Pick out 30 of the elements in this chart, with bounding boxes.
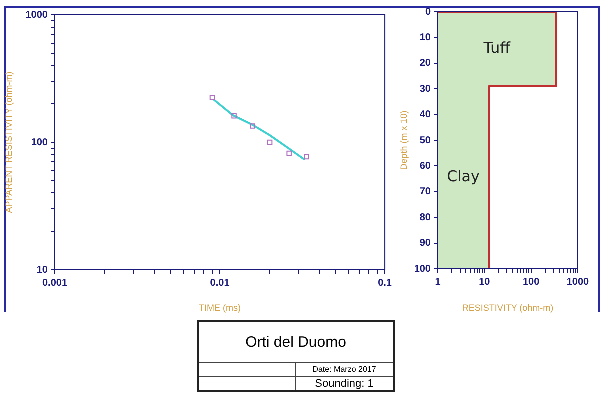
y-tick-label: 70 — [420, 186, 432, 198]
y-tick-label: 10 — [36, 264, 48, 276]
y-tick-label: 10 — [420, 32, 432, 44]
x-axis-title: TIME (ms) — [199, 303, 242, 314]
y-tick-label: 80 — [420, 212, 432, 224]
text: Orti del Duomo — [244, 332, 348, 352]
y-tick-label: 60 — [420, 160, 432, 172]
x-tick-label: 0.1 — [378, 278, 392, 289]
x-axis-title: RESISTIVITY (ohm-m) — [462, 303, 554, 314]
x-tick-label: 10 — [479, 276, 491, 288]
text: Date: Marzo 2017 — [296, 362, 393, 376]
y-tick-label: 100 — [31, 137, 48, 148]
y-axis-title: APPARENT RESISTIVITY (ohm-m) — [4, 72, 14, 214]
x-tick-label: 100 — [522, 276, 540, 288]
y-tick-label: 90 — [420, 238, 432, 250]
y-tick-label: 50 — [420, 135, 432, 146]
y-tick-label: 1000 — [26, 10, 48, 21]
x-tick-label: 0.001 — [42, 278, 68, 289]
y-tick-label: 20 — [420, 58, 432, 70]
x-tick-label: 1000 — [566, 276, 590, 288]
y-tick-label: 100 — [414, 264, 432, 275]
y-tick-label: 30 — [420, 84, 432, 95]
x-tick-label: 0.01 — [210, 278, 230, 289]
y-tick-label: 40 — [420, 110, 432, 121]
annotation: Clay — [447, 168, 480, 186]
annotation: Tuff — [482, 39, 512, 58]
y-tick-label: 0 — [425, 6, 432, 18]
y-axis-title: Depth (m x 10) — [398, 110, 409, 170]
text: Sounding: 1 — [296, 376, 393, 390]
x-tick-label: 1 — [435, 276, 442, 288]
